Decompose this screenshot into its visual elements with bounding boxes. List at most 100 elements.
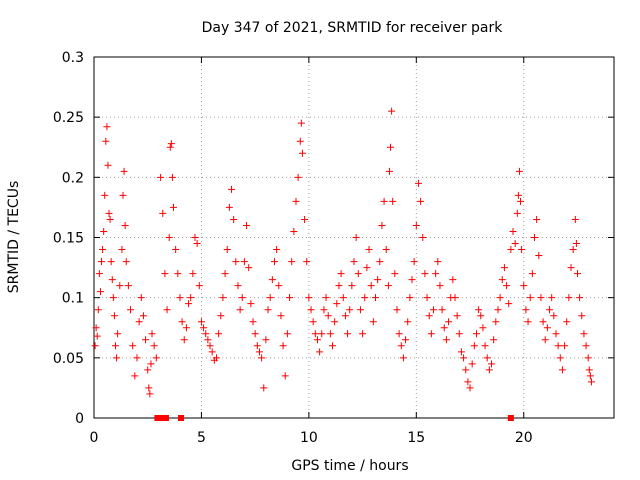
data-point xyxy=(505,300,513,308)
data-point xyxy=(129,342,137,350)
data-point xyxy=(563,318,571,326)
data-point xyxy=(352,234,360,241)
data-point xyxy=(142,336,150,344)
data-point xyxy=(509,227,517,235)
data-point xyxy=(91,342,99,350)
data-point xyxy=(399,354,407,362)
data-point xyxy=(539,318,547,326)
data-point xyxy=(322,294,330,302)
data-point xyxy=(307,306,315,314)
data-point xyxy=(189,270,197,278)
data-point xyxy=(445,318,453,326)
points-layer xyxy=(91,107,595,421)
data-point xyxy=(500,264,508,272)
data-point-zero xyxy=(158,415,165,421)
data-point xyxy=(170,203,178,211)
data-point xyxy=(404,318,412,326)
data-point xyxy=(498,276,506,284)
data-point xyxy=(369,318,377,326)
data-point xyxy=(206,342,214,350)
data-point xyxy=(127,306,135,314)
data-point xyxy=(479,324,487,332)
data-point xyxy=(333,300,341,308)
data-point xyxy=(174,270,182,278)
data-point xyxy=(144,366,152,374)
data-point xyxy=(464,378,472,386)
data-point xyxy=(524,318,532,326)
data-point xyxy=(163,306,171,314)
data-point xyxy=(326,330,334,338)
data-point-zero xyxy=(162,415,169,421)
data-point xyxy=(393,306,401,314)
data-point xyxy=(111,342,119,350)
data-point xyxy=(260,384,268,392)
data-point xyxy=(470,342,478,350)
data-point xyxy=(202,330,210,338)
data-point xyxy=(305,294,313,302)
data-point xyxy=(247,300,255,308)
data-point xyxy=(266,294,274,302)
data-point xyxy=(197,318,205,326)
data-point xyxy=(172,246,180,254)
data-point xyxy=(561,342,569,350)
data-point xyxy=(118,246,126,254)
data-point xyxy=(483,354,491,362)
data-point-zero xyxy=(507,415,514,421)
data-point xyxy=(230,215,238,223)
data-point xyxy=(558,366,566,374)
data-point xyxy=(359,330,367,338)
data-point xyxy=(434,258,442,266)
data-point xyxy=(432,270,440,278)
data-point xyxy=(585,366,593,374)
data-point xyxy=(303,258,311,266)
data-point xyxy=(513,209,521,217)
data-point xyxy=(292,197,300,205)
data-point xyxy=(378,221,386,229)
data-point xyxy=(122,258,130,266)
data-point xyxy=(236,306,244,314)
data-point xyxy=(517,197,525,205)
data-point xyxy=(522,306,530,314)
data-point xyxy=(137,294,145,302)
y-tick-label: 0.15 xyxy=(53,231,84,247)
data-point xyxy=(286,294,294,302)
data-point xyxy=(567,264,575,272)
data-point xyxy=(541,336,549,344)
data-point xyxy=(113,354,121,362)
data-point xyxy=(99,246,107,254)
data-point xyxy=(166,143,174,151)
data-point xyxy=(582,342,590,350)
data-point xyxy=(412,221,420,229)
data-point xyxy=(212,354,220,362)
data-point xyxy=(290,227,298,235)
data-point xyxy=(337,270,345,278)
data-point xyxy=(116,282,124,290)
data-point xyxy=(341,312,349,320)
data-point xyxy=(152,354,160,362)
y-tick-label: 0 xyxy=(75,411,84,427)
data-point xyxy=(283,330,291,338)
data-point xyxy=(384,282,392,290)
data-point xyxy=(376,258,384,266)
data-point xyxy=(382,246,390,254)
data-point xyxy=(93,332,101,340)
data-point xyxy=(234,282,242,290)
data-point xyxy=(316,348,324,356)
data-point xyxy=(462,366,470,374)
data-point xyxy=(103,123,111,131)
data-point xyxy=(490,336,498,344)
data-point xyxy=(556,354,564,362)
data-point xyxy=(457,348,465,356)
data-point xyxy=(200,324,208,332)
data-point xyxy=(488,360,496,368)
data-point xyxy=(515,167,523,175)
data-point xyxy=(101,191,109,199)
data-point xyxy=(119,191,127,199)
data-point xyxy=(438,306,446,314)
data-point xyxy=(208,348,216,356)
data-point xyxy=(552,330,560,338)
y-tick-label: 0.2 xyxy=(62,170,84,186)
data-point xyxy=(204,336,212,344)
data-point xyxy=(288,258,296,266)
data-point xyxy=(187,294,195,302)
